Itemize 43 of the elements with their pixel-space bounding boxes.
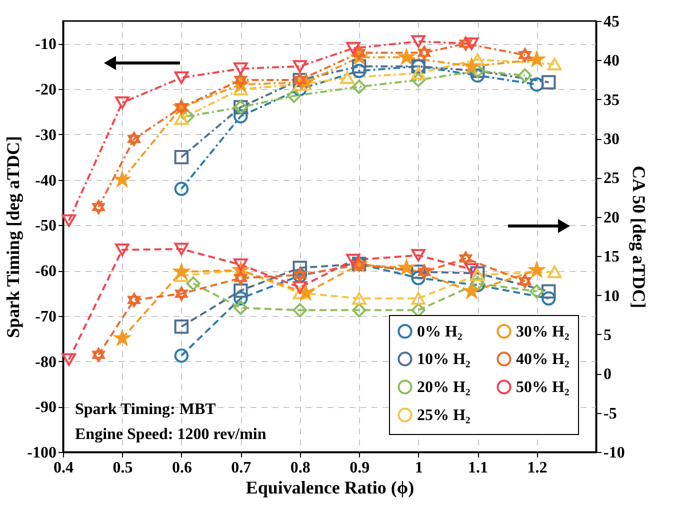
x-tick-label: 1.2 [527,460,548,476]
y2-tick-label: -10 [604,444,625,462]
x-tick-label: 1.1 [468,460,488,476]
y-tick-label: -20 [35,82,56,99]
x-tick-label: 0.8 [290,460,310,476]
legend-label: 30% H₂ [516,323,570,340]
x-axis-title: Equivalence Ratio (ϕ) [246,478,414,498]
y2-tick-label: 15 [604,248,620,266]
y-tick-label: -30 [35,126,56,144]
legend-label: 20% H₂ [417,379,470,396]
x-tick-label: 0.4 [54,460,74,476]
y2-tick-label: 0 [604,366,612,384]
y-tick-label: -100 [27,444,56,462]
y-tick-label: -90 [35,399,56,416]
y2-axis-title: CA 50 [deg aTDC] [628,166,649,308]
y2-tick-label: 30 [604,131,620,148]
y-tick-label: -50 [35,218,56,235]
y2-tick-label: -5 [604,405,617,422]
legend-label: 50% H₂ [516,379,570,396]
y-tick-label: -60 [35,263,56,280]
x-tick-label: 0.6 [172,460,192,476]
y2-tick-label: 25 [604,170,620,188]
y-tick-label: -70 [35,308,56,326]
y2-tick-label: 20 [604,209,620,226]
y2-tick-label: 5 [604,326,612,344]
x-tick-label: 1 [414,460,423,476]
legend-label: 10% H₂ [417,351,470,368]
x-tick-label: 0.7 [231,460,252,476]
y2-tick-label: 45 [604,14,620,30]
y-tick-label: -80 [35,354,56,371]
legend-label: 0% H₂ [417,323,462,340]
y-tick-label: -10 [35,36,56,54]
y2-tick-label: 35 [604,92,620,109]
x-tick-label: 0.5 [112,460,133,476]
legend-label: 40% H₂ [516,351,570,368]
x-tick-label: 0.9 [350,460,370,476]
legend-label: 25% H₂ [417,407,470,424]
y-axis-title: Spark Timing [deg aTDC] [3,136,24,338]
y-tick-label: -40 [35,172,56,190]
annotation: Spark Timing: MBT [75,401,216,418]
y2-tick-label: 40 [604,52,620,70]
annotation: Engine Speed: 1200 rev/min [75,426,266,443]
y2-tick-label: 10 [604,288,620,305]
